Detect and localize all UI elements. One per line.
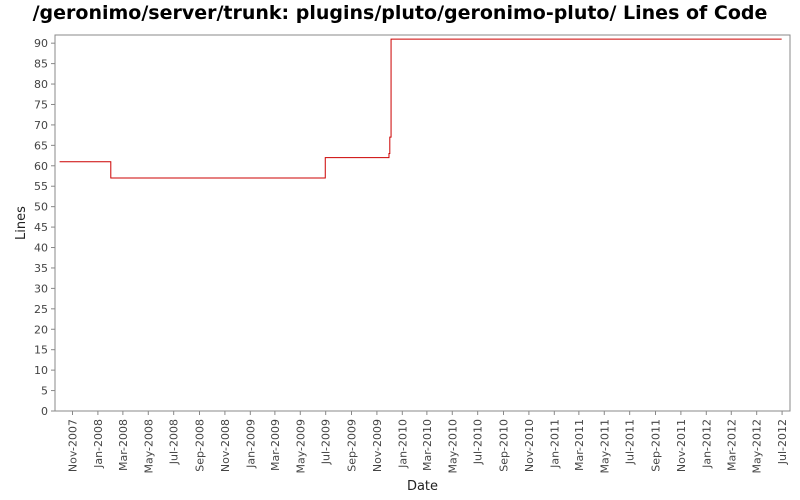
x-tick-label: Mar-2011 xyxy=(573,419,586,471)
x-tick-label: Jan-2011 xyxy=(548,419,561,469)
plot-area xyxy=(54,34,791,412)
x-tick-label: Nov-2007 xyxy=(66,419,79,472)
y-tick-label: 70 xyxy=(34,119,48,132)
series-line xyxy=(59,38,782,179)
x-tick-label: Jan-2008 xyxy=(92,419,105,469)
x-tick-label: Sep-2011 xyxy=(649,419,662,472)
x-tick-label: Mar-2009 xyxy=(269,419,282,471)
x-tick-label: Jan-2012 xyxy=(700,419,713,469)
y-tick-label: 90 xyxy=(34,37,48,50)
x-tick-label: Sep-2010 xyxy=(497,419,510,472)
y-tick-label: 40 xyxy=(34,242,48,255)
x-tick-label: Jul-2012 xyxy=(776,419,789,465)
x-tick-label: May-2008 xyxy=(142,419,155,474)
x-tick-label: Jul-2011 xyxy=(624,419,637,465)
x-tick-label: Sep-2009 xyxy=(345,419,358,472)
x-axis-title: Date xyxy=(407,479,438,494)
y-tick-label: 0 xyxy=(41,405,48,418)
x-tick-label: Jul-2010 xyxy=(472,419,485,465)
x-tick-label: Jan-2009 xyxy=(244,419,257,469)
y-tick-label: 5 xyxy=(41,385,48,398)
y-tick-label: 55 xyxy=(34,180,48,193)
y-tick-label: 25 xyxy=(34,303,48,316)
y-tick-label: 15 xyxy=(34,344,48,357)
y-tick-label: 35 xyxy=(34,262,48,275)
y-tick-label: 80 xyxy=(34,78,48,91)
y-tick-label: 45 xyxy=(34,221,48,234)
y-tick-label: 65 xyxy=(34,139,48,152)
series-layer xyxy=(59,38,782,179)
x-tick-label: Nov-2011 xyxy=(675,419,688,472)
x-tick-label: Nov-2009 xyxy=(371,419,384,472)
x-tick-label: Mar-2008 xyxy=(117,419,130,471)
x-tick-label: Nov-2010 xyxy=(523,419,536,472)
x-tick-label: May-2010 xyxy=(446,419,459,474)
y-tick-label: 30 xyxy=(34,282,48,295)
x-tick-label: Mar-2012 xyxy=(725,419,738,471)
x-tick-label: May-2012 xyxy=(751,419,764,474)
y-tick-label: 10 xyxy=(34,364,48,377)
x-tick-label: Jul-2008 xyxy=(168,419,181,465)
x-tick-label: May-2009 xyxy=(294,419,307,474)
x-tick-label: Jan-2010 xyxy=(396,419,409,469)
x-tick-label: Sep-2008 xyxy=(194,419,207,472)
y-axis: 0 5 10 15 20 25 30 35 40 45 50 55 60 65 70 75 80 85 90 xyxy=(34,37,55,418)
chart-title: /geronimo/server/trunk: plugins/pluto/ge… xyxy=(32,2,768,24)
y-tick-label: 60 xyxy=(34,160,48,173)
y-axis-title: Lines xyxy=(14,206,29,240)
x-tick-label: Nov-2008 xyxy=(219,419,232,472)
x-tick-label: Mar-2010 xyxy=(421,419,434,471)
y-tick-label: 20 xyxy=(34,323,48,336)
y-tick-label: 50 xyxy=(34,201,48,214)
y-tick-label: 85 xyxy=(34,58,48,71)
x-tick-label: May-2011 xyxy=(598,419,611,474)
x-axis: Nov-2007 Jan-2008 Mar-2008 May-2008 Jul-2008… xyxy=(66,411,789,474)
x-tick-label: Jul-2009 xyxy=(320,419,333,465)
y-tick-label: 75 xyxy=(34,98,48,111)
